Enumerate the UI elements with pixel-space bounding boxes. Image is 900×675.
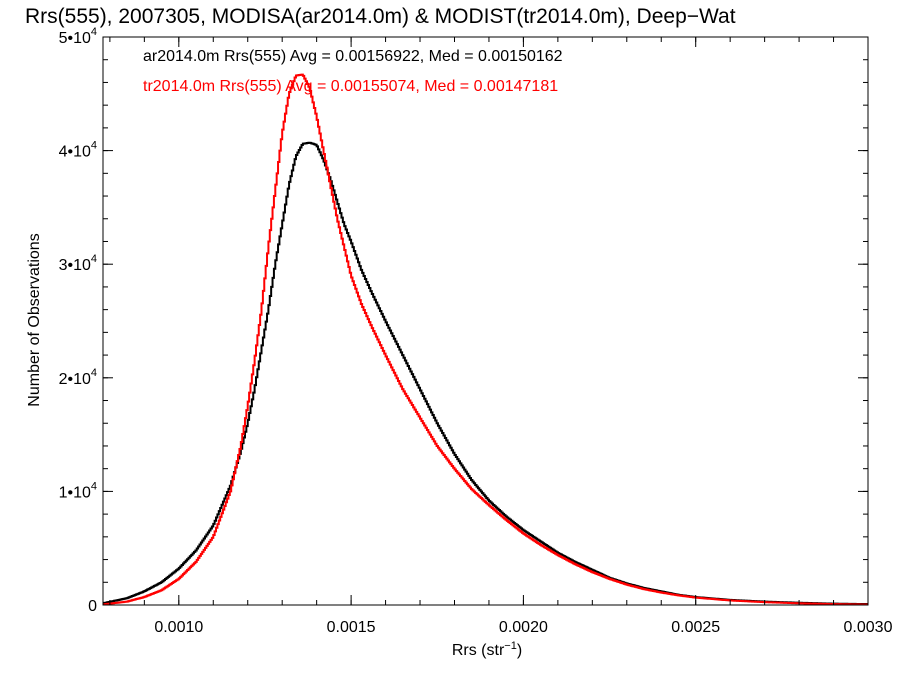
y-tick-label: 5•104 bbox=[59, 26, 97, 47]
x-tick-label: 0.0020 bbox=[499, 619, 548, 636]
series-layer bbox=[103, 73, 868, 606]
series-line-2 bbox=[103, 73, 868, 606]
y-tick-label: 1•104 bbox=[59, 480, 97, 501]
x-axis: 0.0010 0.0015 0.0020 0.0025 0.0030 bbox=[109, 37, 893, 636]
x-tick-label: 0.0030 bbox=[844, 619, 893, 636]
x-axis-label: Rrs (str−1) bbox=[452, 640, 522, 659]
x-axis-label-main: Rrs (str bbox=[452, 642, 505, 659]
legend-entry-1: ar2014.0m Rrs(555) Avg = 0.00156922, Med… bbox=[143, 48, 563, 65]
legend: ar2014.0m Rrs(555) Avg = 0.00156922, Med… bbox=[143, 48, 563, 95]
y-axis: 0 1•104 2•104 3•104 4•104 5•104 bbox=[59, 26, 868, 615]
y-tick-label: 4•104 bbox=[59, 140, 97, 161]
y-tick-label: 2•104 bbox=[59, 367, 97, 388]
x-tick-label: 0.0015 bbox=[327, 619, 376, 636]
y-tick-label: 0 bbox=[88, 598, 97, 615]
legend-entry-2: tr2014.0m Rrs(555) Avg = 0.00155074, Med… bbox=[143, 78, 558, 95]
y-tick-label: 3•104 bbox=[59, 253, 97, 274]
x-axis-label-sup: −1 bbox=[504, 640, 517, 652]
x-axis-label-suffix: ) bbox=[517, 642, 522, 659]
series-line-1 bbox=[103, 141, 868, 606]
y-axis-label: Number of Observations bbox=[26, 233, 43, 406]
x-tick-label: 0.0010 bbox=[154, 619, 203, 636]
chart-title: Rrs(555), 2007305, MODISA(ar2014.0m) & M… bbox=[25, 5, 736, 28]
x-tick-label: 0.0025 bbox=[671, 619, 720, 636]
plot-frame bbox=[102, 36, 869, 606]
